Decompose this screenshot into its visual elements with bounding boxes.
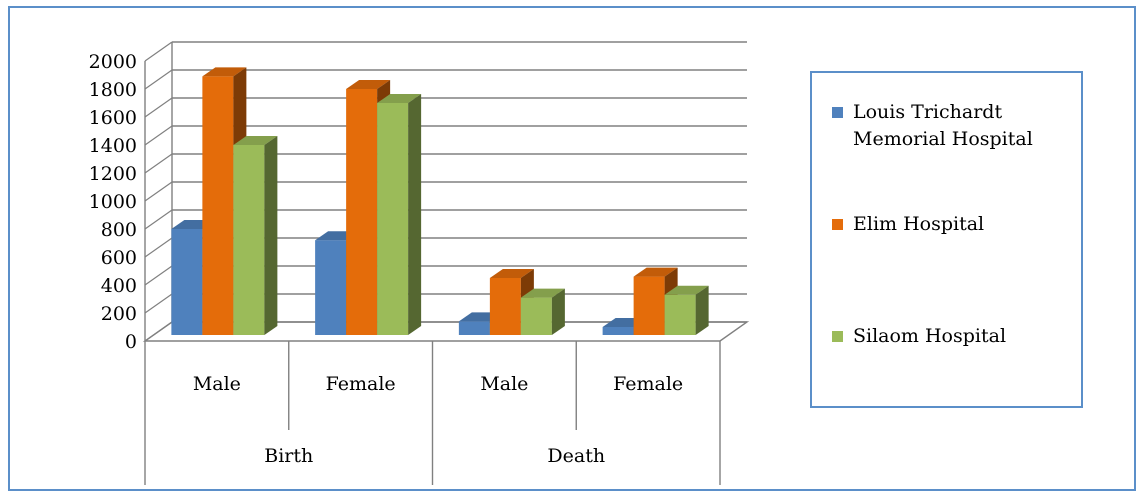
y-tick-label: 1400 <box>89 135 137 157</box>
x-category-label: Female <box>326 373 396 395</box>
bar <box>377 94 422 335</box>
y-tick-label: 1600 <box>89 107 137 129</box>
gridline-side <box>144 209 173 230</box>
bar-front <box>489 278 521 335</box>
bar-front <box>346 89 378 335</box>
y-tick-label: 600 <box>101 247 137 269</box>
y-tick-label: 400 <box>101 275 137 297</box>
bars <box>171 67 709 336</box>
x-category-label: Female <box>613 373 683 395</box>
bar-top <box>377 94 422 103</box>
y-tick-label: 1000 <box>89 191 137 213</box>
gridline-side <box>144 97 173 118</box>
legend-swatch <box>832 219 843 230</box>
y-tick-label: 200 <box>101 303 137 325</box>
x-category-label: Male <box>193 373 241 395</box>
legend-item: Silaom Hospital <box>832 323 1078 350</box>
floor <box>142 321 750 342</box>
y-tick-label: 1200 <box>89 163 137 185</box>
x-group-label: Death <box>547 445 605 467</box>
legend-swatch <box>832 331 843 342</box>
bar-front <box>315 240 347 335</box>
gridline-side <box>144 181 173 202</box>
y-tick-label: 0 <box>125 331 137 353</box>
legend: Louis Trichardt Memorial Hospital Elim Ho… <box>810 71 1083 408</box>
y-tick-label: 2000 <box>89 51 137 73</box>
legend-label: Silaom Hospital <box>853 325 1007 347</box>
legend-label: Louis Trichardt Memorial Hospital <box>853 101 1033 150</box>
legend-item: Elim Hospital <box>832 211 1078 238</box>
bar-top <box>520 288 565 298</box>
bar-top <box>633 267 678 277</box>
axes <box>142 42 750 485</box>
x-category-label: Male <box>480 373 528 395</box>
bar-side <box>408 94 422 335</box>
bar-side <box>551 288 565 335</box>
bar-top <box>202 67 247 77</box>
y-tick-label: 800 <box>101 219 137 241</box>
bar-front <box>171 229 203 335</box>
y-tick-label: 1800 <box>89 79 137 101</box>
bar-top <box>346 80 391 89</box>
bar-front <box>233 145 265 335</box>
bar-front <box>202 76 234 336</box>
legend-label: Elim Hospital <box>853 213 985 235</box>
gridline-side <box>144 153 173 174</box>
bar-side <box>695 285 709 335</box>
gridline-side <box>144 69 173 90</box>
bar-front <box>458 321 490 335</box>
y-tick-labels: 0 200 400 600 800 1000 1200 1400 1600 1800 2000 <box>89 51 137 353</box>
legend-swatch <box>832 107 843 118</box>
gridline-side <box>144 265 173 286</box>
gridline-side <box>144 237 173 258</box>
bar-front <box>664 294 696 335</box>
bar-top <box>233 136 278 145</box>
bar <box>233 136 278 335</box>
bar-front <box>520 297 552 335</box>
bar-front <box>633 276 665 335</box>
bar-front <box>602 327 634 335</box>
x-category-labels: Male Female Male Female Birth Death <box>193 373 683 467</box>
bar <box>520 288 565 335</box>
bar-top <box>664 285 709 295</box>
gridline-side <box>144 125 173 146</box>
bar-side <box>264 136 278 335</box>
gridline-side <box>144 41 173 62</box>
bar-top <box>489 269 534 278</box>
legend-item: Louis Trichardt Memorial Hospital <box>832 99 1078 153</box>
bar <box>664 285 709 335</box>
bar-front <box>377 103 409 335</box>
x-group-label: Birth <box>264 445 313 467</box>
gridline-side <box>144 293 173 314</box>
